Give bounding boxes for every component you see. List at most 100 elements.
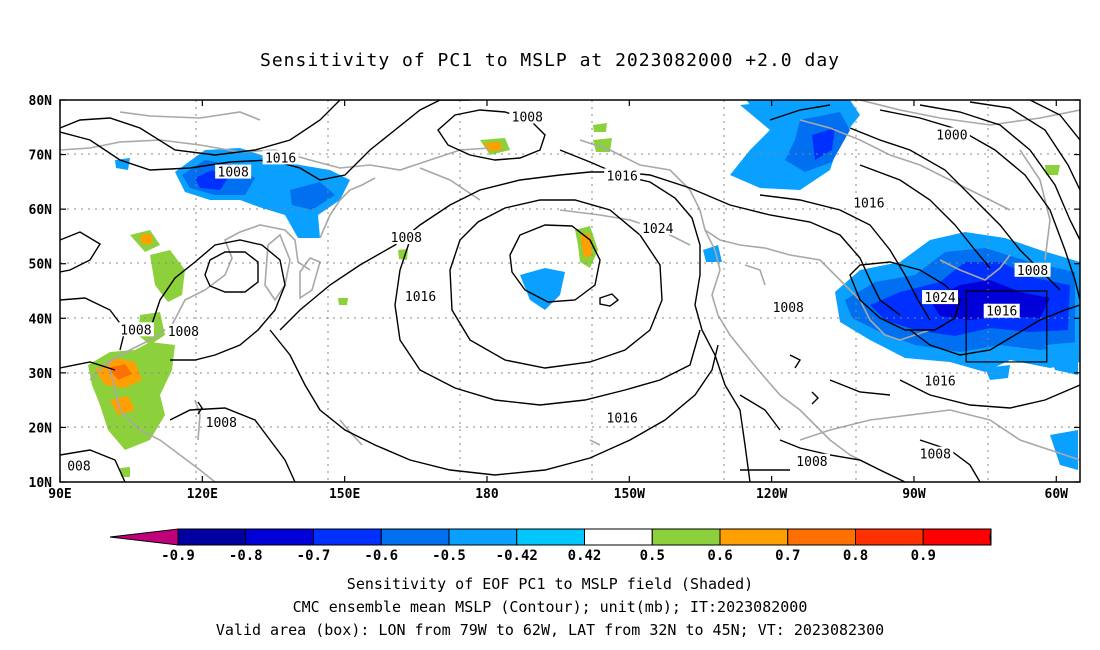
- negative-sensitivity-area: [1045, 342, 1078, 375]
- contour-label: 1016: [853, 197, 884, 212]
- contour-label-bg: [770, 299, 807, 314]
- lon-tick-label: 120W: [756, 487, 787, 502]
- contour-label: 1008: [206, 416, 237, 431]
- negative-sensitivity-area: [1050, 430, 1078, 470]
- contour-label: 1000: [936, 128, 967, 143]
- caption-contour: CMC ensemble mean MSLP (Contour); unit(m…: [292, 598, 808, 616]
- lat-tick-label: 30N: [29, 367, 53, 382]
- colorbar-swatch: [584, 528, 653, 546]
- colorbar-swatch: [313, 528, 382, 546]
- lon-tick-label: 90E: [48, 487, 71, 502]
- contour-label-bg: [793, 453, 830, 468]
- contour-labels: 1008 1000 1016 1008 1016 1016 1024 1008 1008 1016…: [64, 109, 1051, 475]
- lon-tick-label: 120E: [187, 487, 218, 502]
- contour-label: 1016: [265, 151, 296, 166]
- contour-label-bg: [64, 458, 93, 473]
- contour-label-bg: [215, 164, 252, 179]
- longitude-axis: 90E 120E 150E 180 150W 120W 90W 60W: [48, 100, 1068, 502]
- lon-tick-label: 150W: [614, 487, 645, 502]
- contour-label: 1024: [642, 222, 673, 237]
- contour-label-bg: [262, 150, 299, 165]
- colorbar-label: 0.7: [775, 548, 800, 564]
- colorbar-swatch: [787, 528, 856, 546]
- colorbar-swatch: [651, 528, 721, 546]
- figure-title: Sensitivity of PC1 to MSLP at 2023082000…: [259, 50, 840, 71]
- contour-label-bg: [922, 290, 959, 305]
- negative-sensitivity-area: [930, 280, 1050, 320]
- lon-tick-label: 90W: [902, 487, 926, 502]
- colorbar-swatch: [245, 528, 314, 546]
- contour-label: 1008: [218, 166, 249, 181]
- contour-label-bg: [203, 415, 240, 430]
- colorbar-label: 0.5: [640, 548, 665, 564]
- contour-label-bg: [165, 323, 202, 338]
- contour-label: 1008: [796, 455, 827, 470]
- latitude-axis: 80N 70N 60N 50N 40N 30N 20N 10N: [29, 94, 1080, 491]
- negative-sensitivity-area: [703, 245, 722, 262]
- lat-tick-label: 80N: [29, 94, 53, 109]
- lat-tick-label: 70N: [29, 149, 53, 164]
- contour-label-bg: [639, 220, 676, 235]
- colorbar-label: 0.42: [568, 548, 602, 564]
- positive-sensitivity-area: [140, 234, 152, 244]
- lon-tick-label: 150E: [329, 487, 360, 502]
- caption-shading: Sensitivity of EOF PC1 to MSLP field (Sh…: [346, 575, 754, 593]
- map-frame: [59, 99, 1081, 483]
- colorbar-swatch: [855, 528, 924, 546]
- contour-label: 1008: [120, 323, 151, 338]
- contour-label: 1016: [986, 305, 1017, 320]
- positive-sensitivity-area: [108, 364, 132, 380]
- contour-label-bg: [850, 195, 887, 210]
- lon-tick-label: 180: [475, 487, 499, 502]
- colorbar-swatch: [516, 528, 585, 546]
- lon-tick-label: 60W: [1045, 487, 1069, 502]
- negative-sensitivity-area: [985, 365, 1010, 380]
- colorbar: -0.9 -0.8 -0.7 -0.6 -0.5 -0.42 0.42 0.5 0.6 0.7 0.…: [109, 528, 992, 564]
- colorbar-label: 0.9: [911, 548, 936, 564]
- positive-sensitivity-area: [88, 342, 175, 450]
- contour-label: 1016: [405, 290, 436, 305]
- positive-sensitivity-area: [593, 123, 607, 132]
- negative-sensitivity-area: [812, 128, 835, 160]
- colorbar-label: -0.6: [364, 548, 398, 564]
- negative-sensitivity-area: [290, 182, 335, 210]
- contour-label-bg: [933, 127, 970, 142]
- negative-sensitivity-area: [746, 100, 799, 112]
- colorbar-label: -0.7: [297, 548, 331, 564]
- contour-label-bg: [604, 410, 641, 425]
- lat-tick-label: 20N: [29, 421, 53, 436]
- contour-label: 1008: [512, 110, 543, 125]
- contour-label: 1024: [924, 291, 955, 306]
- lat-tick-label: 60N: [29, 203, 53, 218]
- contour-label: 1008: [391, 231, 422, 246]
- contour-label-bg: [922, 373, 959, 388]
- lat-tick-label: 10N: [29, 476, 53, 491]
- negative-sensitivity-area: [520, 268, 565, 310]
- sensitivity-shading: [88, 100, 1080, 477]
- contour-label: 1008: [773, 301, 804, 316]
- positive-sensitivity-area: [120, 467, 130, 477]
- map-panel: [60, 100, 1080, 482]
- negative-sensitivity-area: [115, 158, 130, 170]
- contour-label-bg: [509, 109, 546, 124]
- contour-label-bg: [917, 446, 954, 461]
- lat-tick-label: 50N: [29, 258, 53, 273]
- contour-label: 1016: [924, 375, 955, 390]
- positive-sensitivity-area: [1045, 165, 1060, 175]
- colorbar-swatch: [922, 528, 992, 546]
- contour-label: 1016: [607, 169, 638, 184]
- colorbar-swatch: [380, 528, 450, 546]
- colorbar-label: -0.42: [496, 548, 538, 564]
- caption-valid-area: Valid area (box): LON from 79W to 62W, L…: [215, 621, 885, 639]
- colorbar-label: -0.9: [161, 548, 195, 564]
- contour-label: 1016: [607, 412, 638, 427]
- contour-label: 1008: [168, 325, 199, 340]
- positive-sensitivity-area: [338, 298, 348, 305]
- colorbar-label: -0.8: [229, 548, 263, 564]
- colorbar-label: 0.6: [707, 548, 732, 564]
- colorbar-swatch: [448, 528, 518, 546]
- valid-area-box: [965, 290, 1048, 363]
- colorbar-swatch: [177, 528, 247, 546]
- contour-label-bg: [1014, 262, 1051, 277]
